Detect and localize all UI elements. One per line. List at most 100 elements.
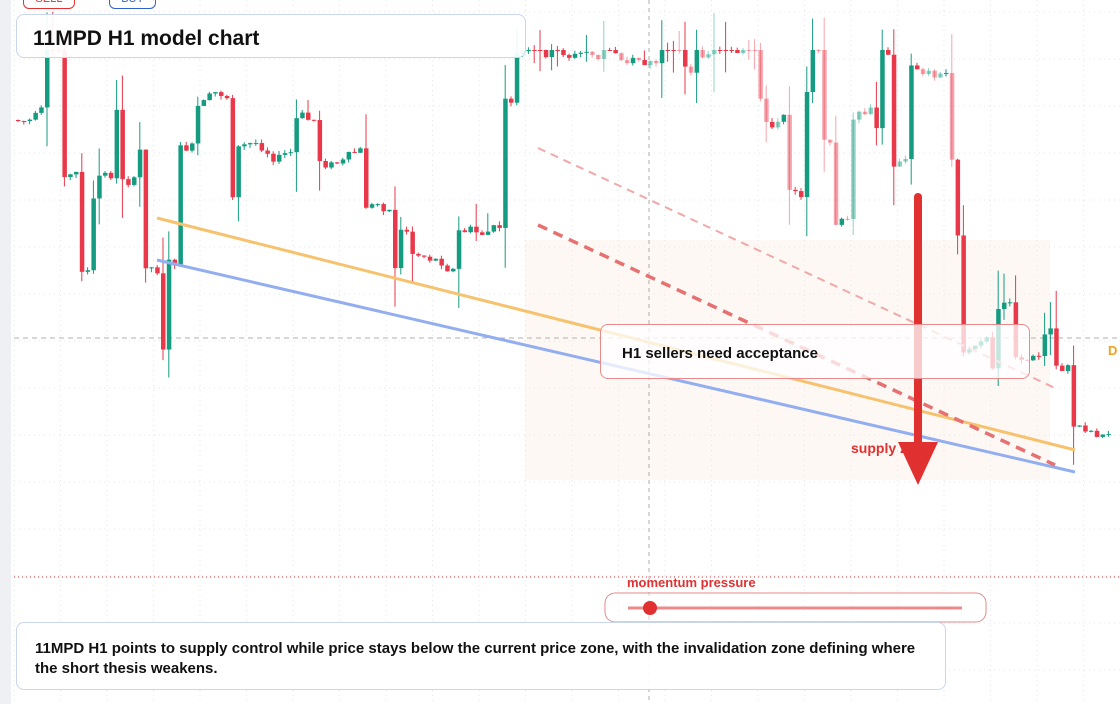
candle-body: [108, 172, 114, 179]
candle-body: [195, 105, 201, 144]
candle-body: [190, 143, 195, 151]
candle-body: [161, 273, 166, 350]
candle-body: [306, 112, 311, 120]
candle-body: [932, 70, 937, 78]
candle-body: [926, 70, 932, 75]
candle-body: [1071, 365, 1077, 427]
candle-body: [433, 258, 439, 261]
candle-body: [1060, 365, 1065, 371]
candle-body: [793, 189, 798, 192]
candle-body: [300, 112, 305, 119]
candle-body: [752, 50, 758, 51]
candle-body: [607, 50, 613, 51]
candle-body: [909, 65, 914, 160]
candle-body: [114, 109, 120, 179]
candle-body: [468, 226, 473, 233]
candle-body: [184, 145, 189, 151]
candle-body: [665, 50, 671, 51]
candle-body: [335, 162, 340, 164]
candle-body: [862, 111, 868, 115]
candle-body: [166, 259, 172, 350]
buy-button[interactable]: BUY: [109, 0, 156, 9]
candle-body: [555, 50, 560, 51]
candle-body: [201, 100, 207, 106]
candle-body: [456, 230, 462, 269]
candle-body: [491, 225, 497, 232]
candle-body: [497, 225, 502, 228]
candle-body: [1007, 302, 1013, 304]
candle-body: [253, 143, 259, 145]
candle-body: [311, 119, 317, 121]
chart-title: 11MPD H1 model chart: [16, 14, 526, 58]
candle-body: [694, 50, 700, 73]
candle-body: [474, 226, 479, 233]
candle-body: [659, 50, 665, 64]
candle-body: [949, 73, 955, 160]
candle-body: [219, 92, 224, 96]
candle-body: [393, 209, 398, 269]
candle-body: [781, 114, 787, 122]
candle-body: [543, 50, 549, 58]
candle-body: [775, 121, 781, 128]
candle-body: [369, 204, 375, 208]
candle-body: [1054, 328, 1059, 366]
candle-body: [915, 65, 920, 70]
candle-body: [584, 51, 589, 53]
callout: H1 sellers need acceptance: [600, 324, 1030, 379]
candle-body: [27, 119, 33, 122]
candle-body: [578, 52, 584, 54]
candle-body: [804, 91, 810, 198]
candle-body: [683, 50, 688, 67]
candle-body: [282, 153, 288, 155]
candle-body: [874, 107, 879, 129]
candle-body: [526, 50, 531, 52]
candle-body: [1106, 434, 1111, 436]
candle-body: [700, 50, 705, 58]
candle-body: [828, 139, 833, 143]
candle-body: [242, 144, 247, 147]
sell-button[interactable]: SELL: [23, 0, 75, 9]
candle-body: [509, 98, 514, 103]
candle-body: [723, 50, 729, 51]
candle-body: [248, 143, 253, 145]
candle-body: [816, 50, 821, 51]
candle-body: [630, 57, 636, 64]
candle-body: [485, 231, 491, 235]
candle-body: [398, 229, 404, 269]
candle-body: [346, 151, 352, 160]
candle-body: [294, 118, 299, 153]
candle-body: [810, 50, 816, 92]
candle-body: [155, 267, 160, 274]
candle-body: [1100, 434, 1106, 437]
arrow-head: [898, 442, 938, 485]
candle-body: [833, 142, 839, 225]
candle-body: [132, 177, 137, 185]
candle-body: [572, 53, 578, 58]
candle-body: [462, 230, 468, 233]
candle-body: [729, 50, 734, 51]
candle-body: [688, 66, 694, 73]
candle-body: [799, 191, 804, 198]
candle-body: [317, 120, 323, 162]
candle-body: [549, 50, 555, 58]
candle-body: [1094, 430, 1100, 437]
candle-body: [1077, 425, 1082, 427]
candle-body: [764, 98, 769, 122]
candle-body: [654, 61, 659, 64]
candle-body: [822, 50, 827, 140]
candle-body: [213, 92, 218, 94]
candle-body: [648, 61, 653, 66]
candle-body: [404, 229, 410, 232]
candle-body: [920, 69, 926, 75]
candle-body: [329, 162, 334, 168]
candle-body: [271, 153, 276, 162]
candle-body: [230, 98, 236, 198]
candle-body: [717, 50, 723, 51]
candle-body: [746, 50, 752, 51]
candle-body: [480, 232, 485, 235]
candle-body: [277, 154, 282, 162]
candle-body: [137, 149, 143, 178]
candle-body: [74, 171, 79, 175]
candle-body: [735, 50, 740, 53]
channel-line: [537, 147, 1056, 389]
